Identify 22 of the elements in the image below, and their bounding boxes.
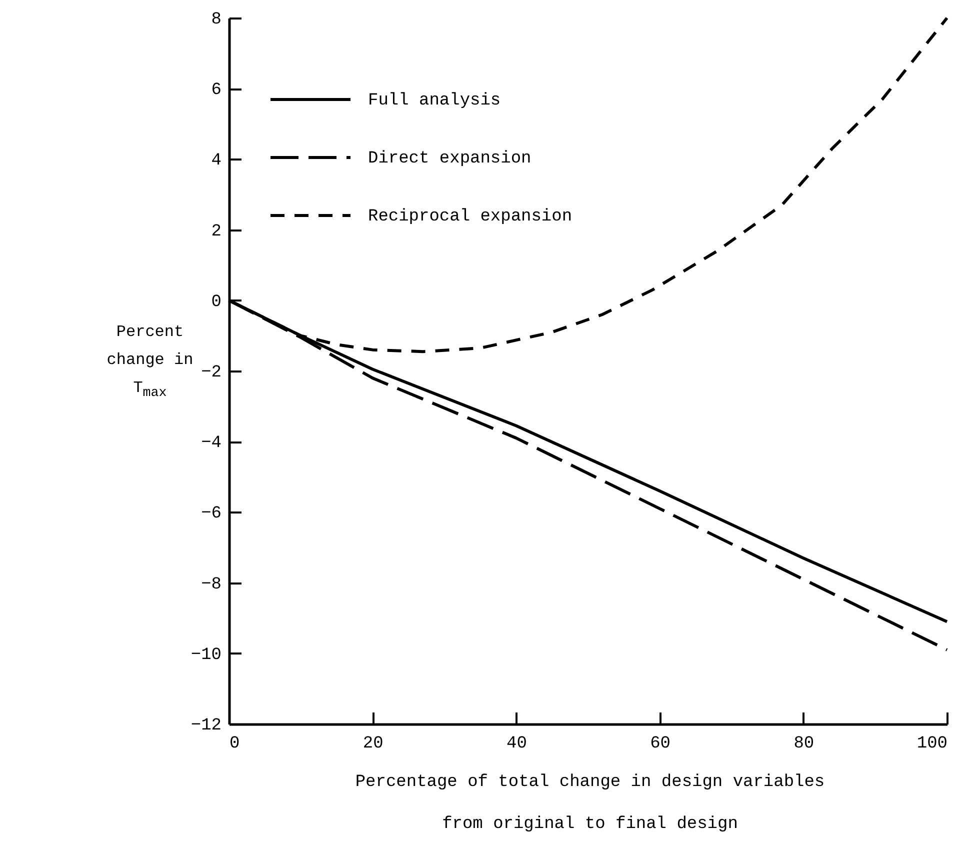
legend-label: Full analysis xyxy=(368,92,501,110)
y-tick-label: −4 xyxy=(201,434,222,454)
x-tick-label: 0 xyxy=(230,734,240,754)
legend-label: Reciprocal expansion xyxy=(368,208,572,226)
y-axis-title: Percent change in T$_{max}$ xyxy=(106,322,194,404)
x-tick-label: 20 xyxy=(362,734,384,754)
y-tick-label: −12 xyxy=(190,716,222,736)
y-tick-label: 8 xyxy=(211,10,222,30)
y-tick-label: 0 xyxy=(211,292,222,312)
legend-label: Direct expansion xyxy=(368,150,532,168)
x-tick-label: 100 xyxy=(916,734,948,754)
x-tick-label: 40 xyxy=(506,734,527,754)
y-tick-label: −2 xyxy=(201,364,222,382)
y-tick-label: 2 xyxy=(211,222,222,242)
x-tick-label: 80 xyxy=(794,734,814,754)
y-tick-label: 4 xyxy=(211,152,222,171)
y-tick-label: −10 xyxy=(190,646,222,665)
x-tick-label: 60 xyxy=(650,734,671,754)
y-tick-label: 6 xyxy=(211,81,222,100)
y-tick-label: −6 xyxy=(201,504,222,524)
y-tick-label: −8 xyxy=(201,575,222,594)
text: Percentage of total change in design variables from original to final design xyxy=(355,773,825,834)
